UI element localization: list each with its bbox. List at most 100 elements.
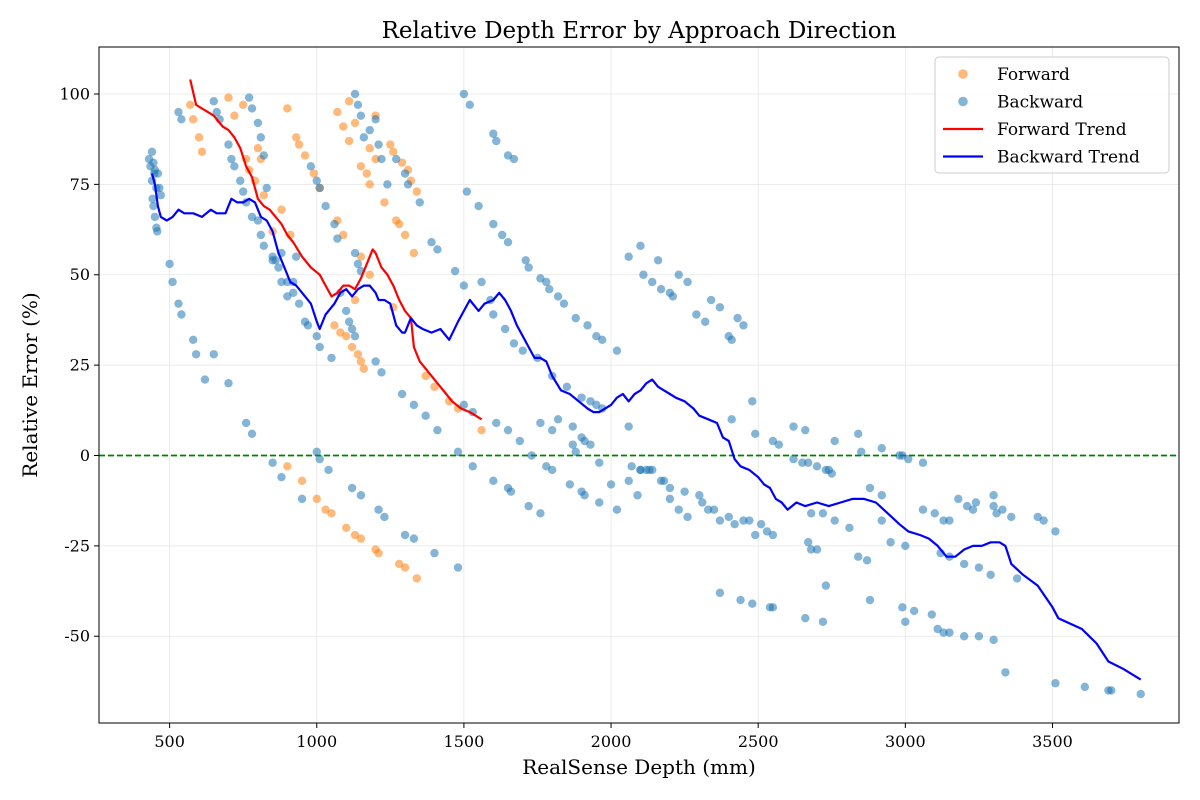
backward-point — [877, 444, 886, 453]
backward-point — [333, 234, 342, 243]
backward-point — [954, 494, 963, 504]
forward-point — [347, 342, 357, 352]
forward-point — [312, 494, 321, 504]
forward-point — [412, 574, 422, 583]
backward-point — [701, 317, 710, 326]
backward-point — [959, 559, 969, 569]
y-tick-label: 50 — [70, 265, 90, 284]
forward-point — [371, 154, 380, 164]
backward-point — [212, 107, 221, 117]
forward-point — [400, 230, 410, 240]
backward-point — [433, 425, 442, 435]
forward-point — [291, 133, 301, 142]
backward-point — [901, 617, 910, 626]
y-tick-label: 25 — [70, 356, 90, 375]
backward-point — [971, 498, 981, 507]
backward-point — [509, 154, 519, 164]
backward-point — [421, 411, 430, 420]
backward-point — [149, 158, 158, 167]
backward-point — [489, 219, 498, 229]
backward-point — [156, 191, 165, 200]
forward-point — [477, 425, 486, 435]
forward-point — [277, 205, 286, 214]
backward-point — [150, 165, 160, 175]
backward-point — [315, 454, 324, 464]
backward-point — [812, 462, 822, 471]
backward-point — [845, 523, 854, 532]
forward-point — [259, 191, 268, 200]
backward-point — [968, 505, 978, 514]
backward-point — [1107, 686, 1116, 695]
backward-point — [565, 480, 575, 489]
backward-point — [939, 628, 948, 637]
backward-legend-marker — [958, 96, 968, 107]
backward-point — [524, 263, 533, 272]
backward-point — [489, 476, 498, 485]
backward-point — [636, 465, 645, 475]
backward-point — [821, 581, 831, 590]
backward-point — [927, 610, 937, 619]
backward-point — [653, 256, 663, 265]
backward-point — [427, 238, 436, 247]
forward-point — [330, 321, 339, 330]
backward-point — [612, 346, 622, 355]
backward-point — [624, 252, 633, 261]
x-tick-label: 500 — [154, 732, 185, 751]
backward-point — [165, 259, 174, 269]
backward-point — [709, 505, 719, 514]
backward-point — [150, 212, 160, 222]
backward-point — [606, 480, 616, 489]
backward-point — [153, 227, 162, 236]
backward-point — [259, 151, 268, 160]
backward-point — [359, 133, 369, 142]
plot-area — [98, 46, 1180, 724]
backward-point — [739, 516, 748, 525]
backward-point — [877, 491, 886, 500]
legend: Forward Backward Forward Trend Backward Tre… — [934, 56, 1170, 174]
backward-point — [886, 538, 895, 547]
backward-point — [430, 548, 439, 558]
backward-point — [312, 331, 321, 341]
backward-point — [392, 154, 401, 164]
backward-point — [547, 425, 557, 435]
backward-point — [577, 393, 586, 402]
backward-point — [856, 447, 866, 457]
backward-point — [177, 310, 186, 319]
backward-point — [209, 97, 218, 106]
backward-point — [827, 469, 836, 478]
plot-frame — [98, 46, 1180, 724]
backward-point — [789, 422, 798, 431]
backward-point — [989, 491, 998, 500]
backward-point — [409, 400, 419, 410]
forward-point — [400, 563, 410, 572]
backward-point — [633, 491, 642, 500]
backward-point — [474, 201, 483, 211]
backward-point — [468, 462, 477, 471]
backward-point — [727, 335, 736, 345]
forward-point — [353, 350, 363, 359]
y-axis: -50 -25 0 25 50 75 100 — [59, 84, 99, 646]
backward-point — [748, 397, 757, 406]
forward-point — [230, 111, 239, 120]
backward-point — [224, 378, 233, 388]
forward-point — [374, 548, 383, 558]
backward-point — [901, 541, 910, 551]
backward-point — [521, 256, 530, 265]
forward-point — [389, 147, 398, 157]
backward-point — [224, 140, 233, 149]
forward-point — [380, 198, 389, 207]
backward-point — [453, 563, 463, 572]
backward-point — [191, 350, 201, 359]
backward-point — [462, 187, 472, 196]
forward-point — [386, 140, 395, 149]
backward-point — [1136, 689, 1145, 699]
backward-point — [571, 313, 580, 323]
backward-point — [909, 606, 919, 616]
x-tick-label: 1500 — [444, 732, 485, 751]
x-tick-label: 3500 — [1032, 732, 1073, 751]
y-tick-label: 0 — [80, 446, 90, 465]
backward-point — [477, 277, 486, 287]
backward-point — [303, 321, 313, 330]
backward-point — [636, 241, 645, 251]
forward-point — [356, 162, 366, 171]
